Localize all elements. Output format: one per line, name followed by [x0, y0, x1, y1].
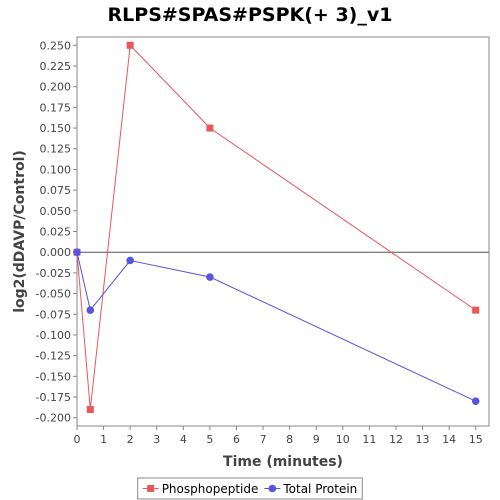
y-tick-label: 0.225 — [40, 60, 72, 73]
chart-title: RLPS#SPAS#PSPK(+ 3)_v1 — [108, 4, 393, 26]
legend: Phosphopeptide Total Protein — [137, 477, 363, 500]
legend-label: Phosphopeptide — [162, 482, 259, 496]
y-tick-label: 0.100 — [40, 163, 72, 176]
x-axis-ticks: 0 1 2 3 4 5 6 7 8 9 10 11 12 13 14 15 — [74, 426, 483, 446]
x-tick-label: 5 — [206, 433, 213, 446]
y-axis-ticks: 0.250 0.225 0.200 0.175 0.150 0.125 0.100 0.075… — [36, 39, 77, 425]
x-tick-label: 9 — [313, 433, 320, 446]
legend-item: Total Protein — [264, 482, 357, 496]
legend-label: Total Protein — [282, 482, 357, 496]
x-tick-label: 1 — [100, 433, 107, 446]
y-tick-label: -0.200 — [36, 412, 71, 425]
x-tick-label: 13 — [416, 433, 430, 446]
plot-area — [76, 36, 490, 427]
x-tick-label: 3 — [153, 433, 160, 446]
y-tick-label: 0.075 — [40, 184, 72, 197]
x-tick-label: 11 — [362, 433, 376, 446]
y-tick-label: 0.250 — [40, 39, 72, 52]
data-point — [472, 306, 480, 314]
legend-marker — [268, 484, 277, 493]
y-tick-label: -0.175 — [36, 391, 71, 404]
x-tick-label: 2 — [127, 433, 134, 446]
y-axis-label: log2(dDAVP/Control) — [12, 150, 28, 313]
data-point — [73, 248, 81, 256]
data-point — [126, 256, 134, 265]
data-point — [206, 273, 214, 281]
x-tick-label: 14 — [442, 433, 456, 446]
y-tick-label: 0.050 — [40, 205, 72, 218]
legend-marker — [147, 485, 155, 492]
data-point — [126, 41, 134, 49]
y-tick-label: -0.050 — [36, 288, 71, 301]
x-tick-label: 6 — [233, 433, 240, 446]
x-tick-label: 7 — [260, 433, 267, 446]
x-tick-label: 8 — [286, 433, 293, 446]
y-tick-label: -0.100 — [36, 329, 71, 342]
data-point — [206, 124, 214, 132]
y-tick-label: -0.075 — [36, 308, 71, 321]
x-tick-label: 4 — [180, 433, 187, 446]
y-tick-label: 0.200 — [40, 81, 72, 94]
series-group — [73, 41, 480, 413]
y-tick-label: -0.025 — [36, 267, 71, 280]
x-tick-label: 0 — [74, 433, 81, 446]
series-total-protein — [73, 248, 480, 405]
x-axis-label: Time (minutes) — [223, 454, 343, 470]
plot-frame — [76, 36, 490, 427]
data-point — [471, 397, 480, 405]
y-tick-label: -0.150 — [36, 370, 71, 383]
y-tick-label: 0.025 — [40, 226, 72, 239]
data-point — [86, 306, 95, 314]
data-point — [86, 405, 94, 413]
x-tick-label: 10 — [336, 433, 350, 446]
legend-box — [137, 477, 363, 500]
x-tick-label: 15 — [469, 433, 483, 446]
x-tick-label: 12 — [389, 433, 403, 446]
y-tick-label: 0.150 — [40, 122, 72, 135]
y-tick-label: 0.000 — [40, 246, 72, 259]
y-tick-label: -0.125 — [36, 350, 71, 363]
legend-item: Phosphopeptide — [142, 482, 259, 496]
y-tick-label: 0.125 — [40, 143, 72, 156]
y-tick-label: 0.175 — [40, 101, 72, 114]
